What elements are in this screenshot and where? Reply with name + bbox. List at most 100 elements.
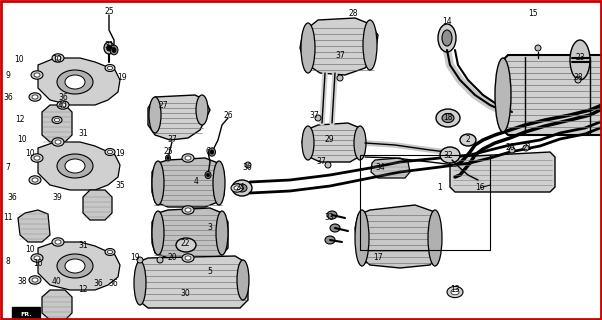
Ellipse shape <box>234 186 240 190</box>
Text: 36: 36 <box>108 278 118 287</box>
Ellipse shape <box>354 126 366 160</box>
Polygon shape <box>302 123 365 162</box>
Ellipse shape <box>166 155 170 161</box>
Text: 35: 35 <box>115 181 125 190</box>
Ellipse shape <box>213 161 225 205</box>
Ellipse shape <box>231 184 243 192</box>
Ellipse shape <box>108 66 113 70</box>
Ellipse shape <box>52 238 64 246</box>
Ellipse shape <box>34 256 40 260</box>
Polygon shape <box>83 190 112 220</box>
Ellipse shape <box>108 250 113 254</box>
Text: 20: 20 <box>505 143 515 153</box>
Ellipse shape <box>29 176 41 184</box>
Ellipse shape <box>337 75 343 81</box>
Text: 38: 38 <box>17 277 27 286</box>
Ellipse shape <box>57 154 93 178</box>
Ellipse shape <box>442 114 454 123</box>
Text: 18: 18 <box>443 114 453 123</box>
Ellipse shape <box>110 45 118 55</box>
Polygon shape <box>500 55 602 135</box>
Ellipse shape <box>206 173 209 177</box>
Ellipse shape <box>52 116 62 124</box>
Ellipse shape <box>55 118 60 122</box>
Ellipse shape <box>216 211 228 255</box>
Text: 36: 36 <box>7 194 17 203</box>
Ellipse shape <box>232 180 252 196</box>
Text: 11: 11 <box>3 213 13 222</box>
Ellipse shape <box>65 259 85 273</box>
Ellipse shape <box>440 147 460 163</box>
Ellipse shape <box>460 134 476 146</box>
Text: 31: 31 <box>78 129 88 138</box>
Ellipse shape <box>137 257 143 263</box>
Text: 37: 37 <box>167 135 177 145</box>
Ellipse shape <box>52 138 64 146</box>
Text: 2: 2 <box>465 135 470 145</box>
Ellipse shape <box>112 48 116 52</box>
Text: 10: 10 <box>25 148 35 157</box>
Polygon shape <box>300 18 378 75</box>
Ellipse shape <box>105 148 115 156</box>
Text: 12: 12 <box>78 285 88 294</box>
Ellipse shape <box>57 70 93 94</box>
Polygon shape <box>371 158 410 178</box>
Ellipse shape <box>325 162 331 168</box>
Text: 16: 16 <box>475 183 485 193</box>
Ellipse shape <box>205 172 211 179</box>
Text: 10: 10 <box>33 260 43 268</box>
Ellipse shape <box>65 75 85 89</box>
Ellipse shape <box>237 184 247 192</box>
Bar <box>360 155 490 250</box>
Text: 36: 36 <box>93 278 103 287</box>
Ellipse shape <box>157 257 163 263</box>
Text: 10: 10 <box>14 55 24 65</box>
Text: 38: 38 <box>573 74 583 83</box>
Text: 21: 21 <box>523 143 532 153</box>
Text: 39: 39 <box>52 194 62 203</box>
Text: 40: 40 <box>57 100 67 109</box>
Ellipse shape <box>52 54 64 62</box>
Ellipse shape <box>31 71 43 79</box>
Ellipse shape <box>55 240 61 244</box>
Ellipse shape <box>447 286 463 298</box>
Ellipse shape <box>185 208 191 212</box>
Ellipse shape <box>535 45 541 51</box>
Ellipse shape <box>149 97 161 133</box>
Text: 37: 37 <box>335 51 345 60</box>
Text: 37: 37 <box>316 157 326 166</box>
Text: 37: 37 <box>309 110 319 119</box>
Polygon shape <box>38 242 120 290</box>
Ellipse shape <box>523 145 529 151</box>
Ellipse shape <box>327 211 337 219</box>
Ellipse shape <box>570 40 590 80</box>
Ellipse shape <box>57 101 69 109</box>
Ellipse shape <box>428 210 442 266</box>
Ellipse shape <box>330 224 340 232</box>
Ellipse shape <box>442 30 452 46</box>
Text: 6: 6 <box>205 148 211 156</box>
Ellipse shape <box>105 249 115 255</box>
Ellipse shape <box>575 77 581 83</box>
Text: FR.: FR. <box>20 311 32 316</box>
Text: 27: 27 <box>158 100 168 109</box>
Text: 14: 14 <box>442 18 452 27</box>
Ellipse shape <box>196 95 208 125</box>
Ellipse shape <box>134 261 146 305</box>
Text: 10: 10 <box>52 55 62 65</box>
Polygon shape <box>135 256 248 308</box>
Text: 36: 36 <box>58 92 68 101</box>
Ellipse shape <box>32 278 38 282</box>
Ellipse shape <box>31 254 43 262</box>
Ellipse shape <box>185 156 191 160</box>
Text: 12: 12 <box>15 116 25 124</box>
Polygon shape <box>42 105 72 142</box>
Polygon shape <box>355 205 440 268</box>
Ellipse shape <box>152 161 164 205</box>
Text: 4: 4 <box>194 178 199 187</box>
Polygon shape <box>450 152 555 192</box>
Ellipse shape <box>210 150 214 154</box>
Ellipse shape <box>167 156 169 159</box>
Ellipse shape <box>208 148 216 156</box>
Polygon shape <box>148 95 210 140</box>
